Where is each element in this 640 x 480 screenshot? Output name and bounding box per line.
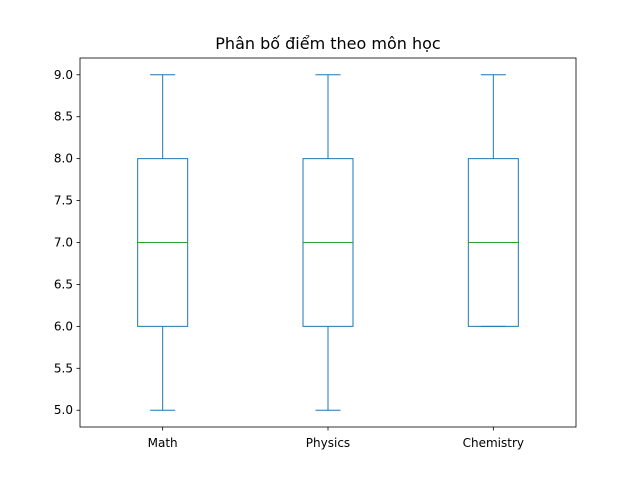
plot-marks [137, 74, 519, 411]
y-tick-label: 5.5 [54, 361, 73, 375]
y-tick-label: 8.0 [54, 152, 73, 166]
y-tick-label: 5.0 [54, 403, 73, 417]
y-tick-label: 7.0 [54, 236, 73, 250]
x-tick-label: Math [148, 436, 178, 450]
chart-title: Phân bố điểm theo môn học [215, 34, 440, 53]
y-tick-label: 6.0 [54, 319, 73, 333]
y-tick-label: 7.5 [54, 194, 73, 208]
y-axis: 5.0 5.5 6.0 6.5 7.0 7.5 8.0 8.5 9.0 [54, 68, 80, 417]
box-math [137, 74, 189, 411]
x-tick-label: Chemistry [463, 436, 524, 450]
y-tick-label: 8.5 [54, 110, 73, 124]
y-tick-label: 9.0 [54, 68, 73, 82]
x-axis: Math Physics Chemistry [148, 427, 524, 450]
y-tick-label: 6.5 [54, 277, 73, 291]
x-tick-label: Physics [306, 436, 350, 450]
box-chemistry [467, 74, 519, 327]
box-physics [302, 74, 354, 411]
